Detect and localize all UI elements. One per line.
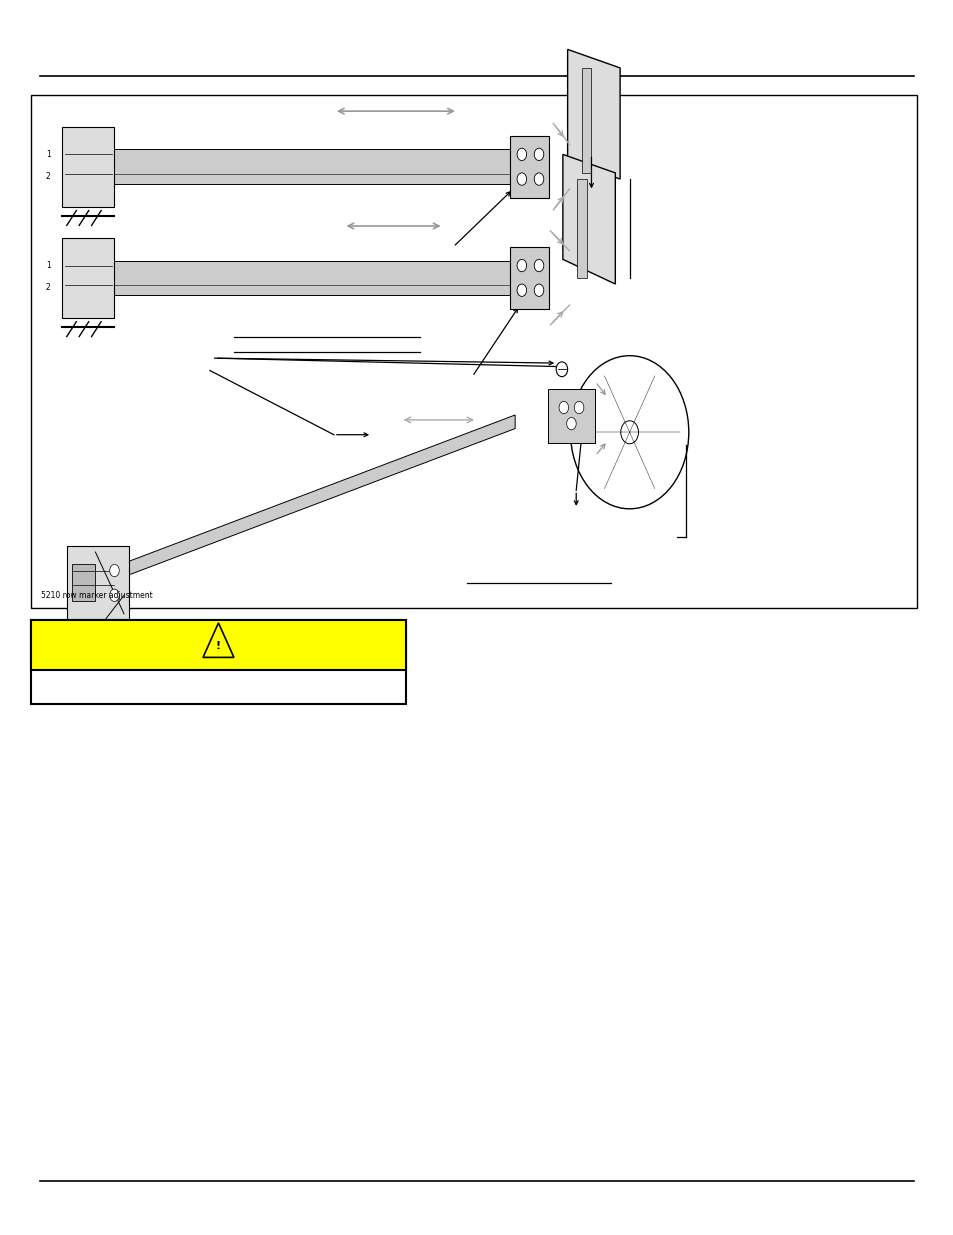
Text: 2: 2 <box>46 172 51 182</box>
Text: 5210 row marker adjustment: 5210 row marker adjustment <box>41 592 152 600</box>
Bar <box>31 95 916 608</box>
Bar <box>547 389 595 443</box>
Bar <box>577 179 586 278</box>
Bar <box>581 68 591 173</box>
Bar <box>62 127 114 206</box>
Bar <box>71 564 95 601</box>
Circle shape <box>534 284 543 296</box>
Bar <box>31 620 406 671</box>
Circle shape <box>566 417 576 430</box>
Circle shape <box>517 259 526 272</box>
Polygon shape <box>562 154 615 284</box>
Circle shape <box>534 259 543 272</box>
Bar <box>31 620 406 704</box>
Polygon shape <box>203 622 233 657</box>
Text: 1: 1 <box>46 261 51 270</box>
Bar <box>114 149 510 184</box>
Circle shape <box>558 401 568 414</box>
Circle shape <box>534 173 543 185</box>
Polygon shape <box>567 49 619 179</box>
Circle shape <box>570 356 688 509</box>
Text: 1: 1 <box>46 149 51 159</box>
Text: 2: 2 <box>46 283 51 293</box>
Circle shape <box>574 401 583 414</box>
Bar <box>62 237 114 317</box>
Bar <box>31 620 406 671</box>
Circle shape <box>534 148 543 161</box>
Circle shape <box>517 173 526 185</box>
Circle shape <box>620 421 638 443</box>
Circle shape <box>517 148 526 161</box>
Circle shape <box>110 564 119 577</box>
Bar <box>510 247 548 309</box>
Circle shape <box>517 284 526 296</box>
Bar <box>67 546 129 620</box>
Circle shape <box>556 362 567 377</box>
Text: !: ! <box>215 641 221 651</box>
Circle shape <box>110 589 119 601</box>
Bar <box>510 136 548 198</box>
Bar <box>114 261 510 295</box>
Polygon shape <box>124 415 515 577</box>
